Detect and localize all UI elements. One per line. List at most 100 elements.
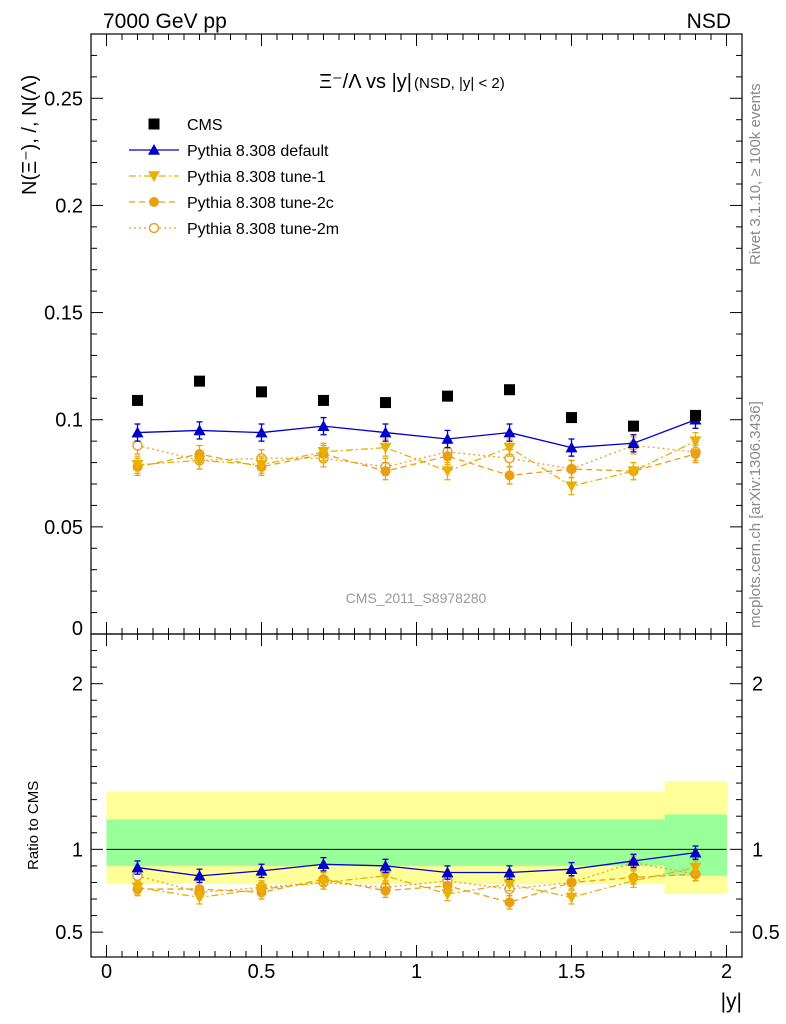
legend-label: Pythia 8.308 tune-1	[187, 169, 326, 186]
legend-entry-cms: CMS	[148, 117, 223, 134]
y-tick-label: 0	[72, 618, 83, 640]
inner-band	[230, 819, 293, 866]
legend-marker	[148, 144, 160, 155]
ratio-point	[255, 884, 268, 896]
inner-band	[416, 819, 479, 866]
data-point	[131, 426, 144, 438]
data-point	[255, 459, 268, 471]
ratio-point	[627, 876, 640, 887]
cms-point	[194, 375, 205, 387]
analysis-watermark: CMS_2011_S8978280	[346, 590, 487, 606]
ratio-point	[503, 866, 516, 878]
ratio-tick-label-right: 2	[752, 674, 763, 696]
rivet-label: Rivet 3.1.10, ≥ 100k events	[747, 83, 764, 265]
legend-label: Pythia 8.308 default	[187, 143, 329, 160]
ratio-tick-label: 0.5	[55, 922, 83, 944]
ratio-point	[441, 889, 454, 901]
ratio-point	[504, 897, 515, 908]
header-left: 7000 GeV pp	[103, 10, 227, 33]
ratio-line	[137, 873, 696, 904]
series-line	[137, 444, 696, 470]
legend: CMS Pythia 8.308 default Pythia 8.308 tune…	[129, 117, 339, 238]
ratio-point	[131, 861, 144, 873]
ratio-point	[566, 877, 577, 888]
y-axis-title: N(Ξ⁻), /, N(Λ)	[19, 75, 41, 195]
mcplots-label: mcplots.cern.ch [arXiv:1306.3436]	[747, 401, 764, 628]
data-point	[503, 442, 516, 454]
data-point	[441, 466, 454, 478]
ratio-point	[317, 877, 330, 889]
y-tick-label: 0.15	[44, 303, 83, 325]
cms-point	[504, 384, 515, 396]
axes-ticks: 0 0.5 1 1.5 2 0 0.05 0.1 0.15 0.2 0.25 0.5 0.5 1 1 2 2	[44, 34, 780, 983]
series-line	[137, 440, 696, 487]
ratio-line	[137, 852, 696, 877]
legend-label: Pythia 8.308 tune-2c	[187, 195, 334, 212]
plot-title-suffix: (NSD, |y| < 2)	[414, 75, 505, 92]
x-tick-label: 0.5	[248, 961, 276, 983]
data-point	[379, 442, 392, 454]
data-point	[317, 420, 330, 431]
data-point	[317, 447, 330, 458]
ratio-tick-label: 2	[72, 674, 83, 696]
ratio-point	[503, 879, 516, 891]
ratio-point	[565, 863, 578, 875]
ratio-line	[137, 866, 696, 899]
series-layer	[131, 375, 702, 910]
series-cms	[132, 375, 701, 432]
ratio-point	[255, 864, 268, 876]
data-point	[689, 436, 702, 448]
cms-point	[380, 397, 391, 409]
ratio-tick-label-right: 0.5	[752, 922, 780, 944]
data-point	[565, 441, 578, 453]
data-point	[690, 449, 701, 459]
ratio-point	[379, 871, 392, 882]
ratio-point	[193, 892, 206, 904]
cms-point	[628, 420, 639, 432]
legend-label: CMS	[187, 117, 223, 134]
data-point	[627, 466, 640, 478]
ratio-point	[689, 862, 702, 874]
ratio-point	[689, 846, 702, 858]
legend-label: Pythia 8.308 tune-2m	[187, 221, 339, 238]
legend-marker	[148, 222, 160, 234]
legend-entry: Pythia 8.308 tune-2m	[129, 221, 339, 238]
legend-marker	[148, 118, 160, 130]
legend-entry: Pythia 8.308 tune-1	[129, 169, 326, 186]
x-tick-label: 0	[101, 961, 112, 983]
series-pythia-8-308-tune-1	[131, 431, 702, 905]
inner-band	[354, 819, 417, 866]
ratio-line	[137, 861, 696, 894]
cms-point	[566, 412, 577, 424]
inner-band	[478, 819, 541, 866]
data-point	[255, 426, 268, 438]
cms-point	[442, 390, 453, 402]
ratio-point	[193, 869, 206, 881]
ratio-point	[442, 880, 453, 891]
ratio-point	[627, 854, 640, 866]
legend-entry: Pythia 8.308 default	[129, 143, 329, 160]
data-point	[193, 455, 206, 467]
ratio-axis-title: Ratio to CMS	[25, 781, 42, 870]
data-point	[566, 464, 577, 474]
data-point	[193, 424, 206, 436]
data-point	[565, 481, 578, 493]
cms-point	[132, 394, 143, 406]
plot-title: Ξ⁻/Λ vs |y| (NSD, |y| < 2)	[319, 71, 505, 93]
x-axis-title: |y|	[721, 990, 742, 1013]
inner-band	[540, 819, 603, 866]
ratio-point	[380, 885, 391, 896]
ratio-panel-frame	[90, 633, 743, 958]
data-point	[442, 451, 453, 462]
data-point	[131, 459, 144, 471]
ratio-point	[379, 859, 392, 871]
series-pythia-8-308-default	[131, 410, 702, 884]
ratio-point	[441, 866, 454, 878]
data-point	[441, 433, 454, 444]
ratio-point	[565, 892, 578, 904]
cms-point	[318, 394, 329, 406]
plot-title-main: Ξ⁻/Λ vs |y|	[319, 71, 412, 93]
data-point	[380, 466, 391, 477]
x-tick-label: 1	[411, 961, 422, 983]
cms-point	[256, 386, 267, 398]
